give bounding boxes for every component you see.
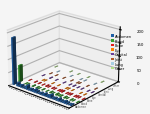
Legend: Abdomen, Blood, Bone, Eye, Genital, Joint, Lung, Other: Abdomen, Blood, Bone, Eye, Genital, Join… [111, 34, 132, 71]
